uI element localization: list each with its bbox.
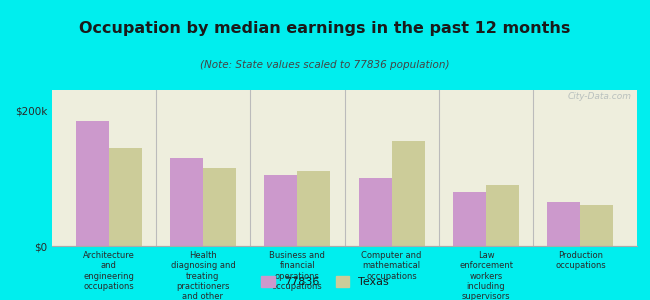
- Text: Occupation by median earnings in the past 12 months: Occupation by median earnings in the pas…: [79, 21, 571, 36]
- Text: City-Data.com: City-Data.com: [567, 92, 631, 100]
- Bar: [265, 175, 297, 246]
- Bar: [486, 185, 519, 246]
- Bar: [297, 171, 330, 246]
- Bar: [203, 168, 236, 246]
- Bar: [170, 158, 203, 246]
- Legend: 77836, Texas: 77836, Texas: [257, 271, 393, 291]
- Bar: [547, 202, 580, 246]
- Bar: [75, 121, 109, 246]
- Bar: [109, 148, 142, 246]
- Text: (Note: State values scaled to 77836 population): (Note: State values scaled to 77836 popu…: [200, 60, 450, 70]
- Bar: [359, 178, 392, 246]
- Bar: [453, 192, 486, 246]
- Bar: [580, 205, 614, 246]
- Bar: [392, 141, 424, 246]
